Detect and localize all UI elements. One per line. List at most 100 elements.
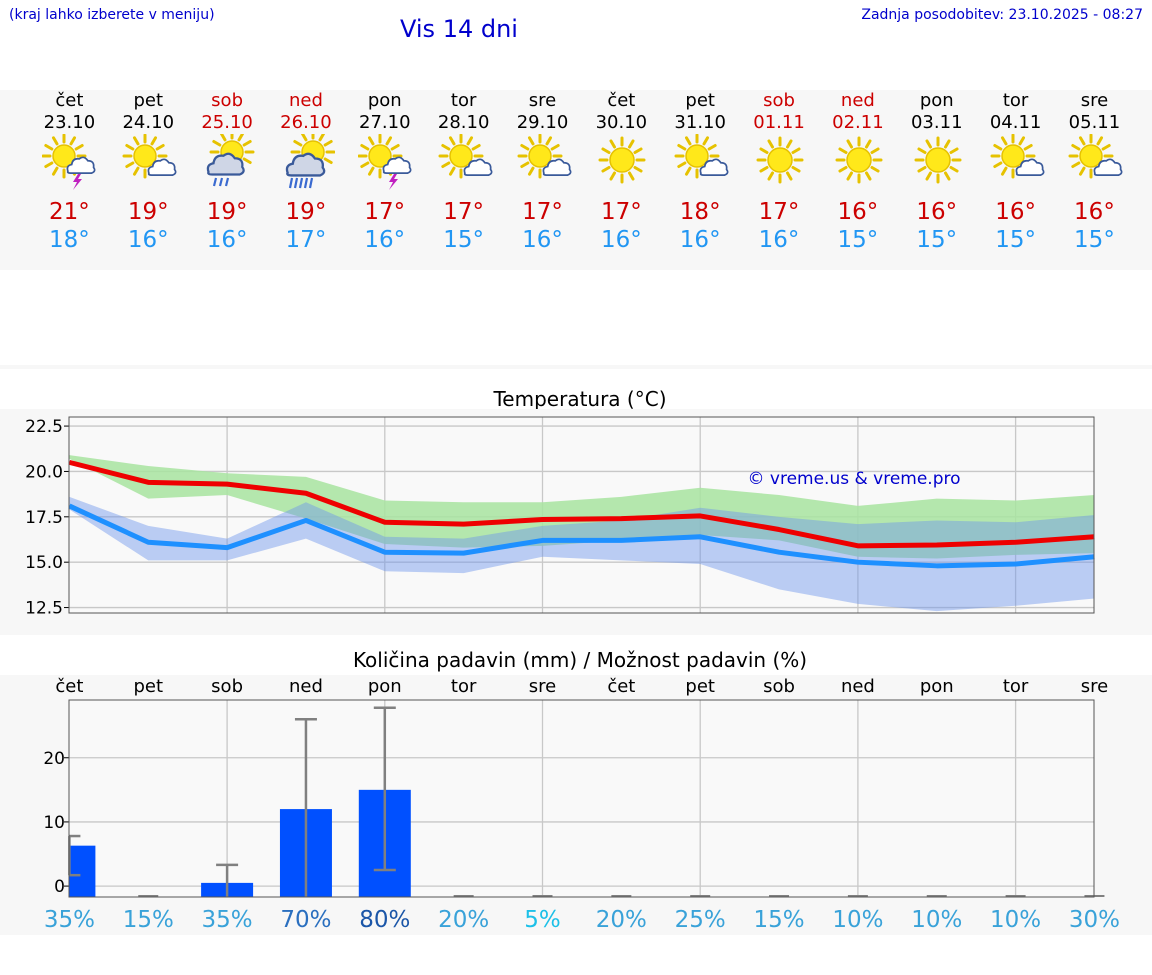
day-date: 04.11 (989, 112, 1042, 133)
day-date: 31.10 (674, 112, 726, 133)
day-forecast[interactable]: tor 04.11 16° 15° (977, 90, 1055, 270)
precip-probability-label: 70% (280, 907, 331, 933)
temp-min: 16° (600, 227, 642, 253)
day-date: 27.10 (359, 112, 411, 133)
y-tick-label: 22.5 (25, 417, 63, 437)
rain-plot-area (69, 700, 1094, 897)
day-forecast[interactable]: ned 26.10 19° 17° (267, 90, 345, 270)
page-title: Vis 14 dni (400, 15, 518, 43)
x-day-label: pet (133, 676, 163, 697)
x-day-label: tor (1003, 676, 1029, 697)
sun-cloud-icon (517, 134, 571, 179)
day-forecast[interactable]: čet 30.10 17° 16° (582, 90, 660, 270)
daily-forecast-strip: čet 23.10 21° 18° pet 24.10 19° 16° sob 25.10 19° 1… (0, 90, 1152, 270)
day-date: 03.11 (910, 112, 963, 133)
day-forecast[interactable]: pet 24.10 19° 16° (109, 90, 187, 270)
precip-bar (69, 845, 96, 897)
sun-cloud-icon (438, 134, 493, 179)
temp-min: 16° (758, 227, 800, 253)
sun-cloud-thunder-icon (42, 134, 96, 190)
x-day-label: tor (451, 676, 477, 697)
temp-max: 16° (1074, 199, 1115, 225)
day-name: ned (288, 90, 323, 111)
y-tick-label: 20.0 (25, 462, 63, 482)
sun-cloud-heavy-rain-icon (285, 134, 335, 189)
precip-probability-label: 10% (911, 907, 962, 933)
day-forecast[interactable]: tor 28.10 17° 15° (425, 90, 503, 270)
precip-probability-label: 20% (438, 907, 489, 933)
x-day-label: sob (211, 676, 243, 697)
day-date: 28.10 (437, 112, 490, 133)
min-temp-range-band (69, 496, 1095, 612)
day-date: 29.10 (516, 112, 569, 133)
sun-icon (598, 136, 646, 184)
day-name: sob (763, 90, 795, 111)
y-tick-label: 10 (43, 813, 65, 833)
day-name: čet (607, 90, 636, 111)
sun-cloud-icon (990, 134, 1045, 179)
day-date: 25.10 (201, 112, 253, 133)
rain-plot-frame (68, 699, 1095, 898)
day-forecast[interactable]: sre 29.10 17° 16° (504, 90, 582, 270)
y-tick-label: 0 (54, 877, 65, 897)
precipitation-chart-title: Količina padavin (mm) / Možnost padavin … (352, 648, 808, 672)
x-day-label: ned (841, 676, 875, 697)
x-day-label: sre (529, 676, 556, 697)
temp-min: 16° (679, 227, 721, 253)
temp-min: 15° (995, 227, 1036, 253)
day-date: 05.11 (1068, 112, 1121, 133)
day-forecast[interactable]: sob 25.10 19° 16° (188, 90, 266, 270)
sun-icon (835, 136, 883, 184)
day-name: pet (685, 90, 715, 111)
precip-probability-label: 30% (1069, 907, 1120, 933)
temp-min: 15° (443, 227, 485, 253)
x-day-label: čet (607, 676, 635, 697)
day-name: pon (367, 90, 402, 111)
day-forecast[interactable]: pet 31.10 18° 16° (661, 90, 739, 270)
precip-probability-label: 35% (44, 907, 95, 933)
temp-min: 16° (127, 227, 169, 253)
day-forecast[interactable]: sob 01.11 17° 16° (740, 90, 818, 270)
x-day-label: pet (685, 676, 715, 697)
day-forecast[interactable]: pon 03.11 16° 15° (898, 90, 976, 270)
precip-probability-label: 15% (753, 907, 804, 933)
day-forecast[interactable]: pon 27.10 17° 16° (346, 90, 424, 270)
precip-probability-label: 10% (990, 907, 1041, 933)
temp-min: 15° (1074, 227, 1115, 253)
temp-min: 16° (206, 227, 248, 253)
spacer-band (0, 365, 1152, 369)
temp-plot-frame (68, 416, 1095, 614)
day-name: sob (211, 90, 243, 111)
precip-probability-label: 35% (202, 907, 253, 933)
temp-max: 19° (206, 199, 248, 225)
temp-max: 19° (127, 199, 169, 225)
day-forecast[interactable]: sre 05.11 16° 15° (1055, 90, 1133, 270)
day-name: pon (919, 90, 954, 111)
day-forecast[interactable]: ned 02.11 16° 15° (819, 90, 897, 270)
x-day-label: čet (55, 676, 83, 697)
precip-probability-label: 10% (832, 907, 883, 933)
temp-max: 16° (995, 199, 1036, 225)
day-name: tor (1002, 90, 1029, 111)
day-date: 02.11 (832, 112, 884, 133)
copyright-annotation: © vreme.us & vreme.pro (747, 469, 960, 489)
temperature-chart: 12.5 15.0 17.5 20.0 22.5 © vreme.us & vreme.p… (0, 409, 1152, 635)
precip-probability-label: 20% (596, 907, 647, 933)
last-update: Zadnja posodobitev: 23.10.2025 - 08:27 (861, 7, 1143, 23)
precip-probability-label: 25% (675, 907, 726, 933)
day-name: pet (133, 90, 164, 111)
day-date: 24.10 (122, 112, 175, 133)
day-date: 01.11 (753, 112, 805, 133)
day-name: ned (840, 90, 875, 111)
precip-probability-label: 5% (524, 907, 561, 933)
temperature-chart-title: Temperatura (°C) (493, 387, 667, 411)
y-tick-label: 17.5 (25, 508, 63, 528)
sun-cloud-thunder-icon (357, 134, 412, 190)
day-forecast[interactable]: čet 23.10 21° 18° (30, 90, 108, 270)
max-temp-line (68, 459, 1095, 549)
temp-max: 21° (49, 199, 90, 225)
sun-cloud-icon (674, 134, 729, 179)
temp-max: 18° (679, 199, 721, 225)
location-hint[interactable]: (kraj lahko izberete v meniju) (9, 7, 215, 23)
day-date: 30.10 (595, 112, 648, 133)
